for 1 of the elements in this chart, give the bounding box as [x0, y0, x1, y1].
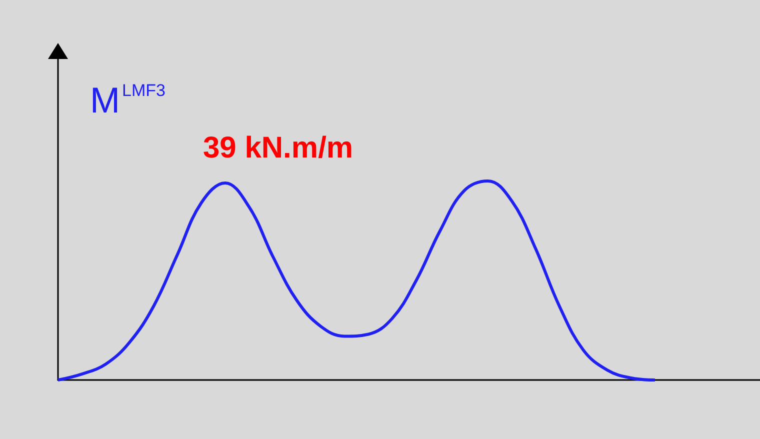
- text: 39 kN.m/m: [203, 132, 354, 164]
